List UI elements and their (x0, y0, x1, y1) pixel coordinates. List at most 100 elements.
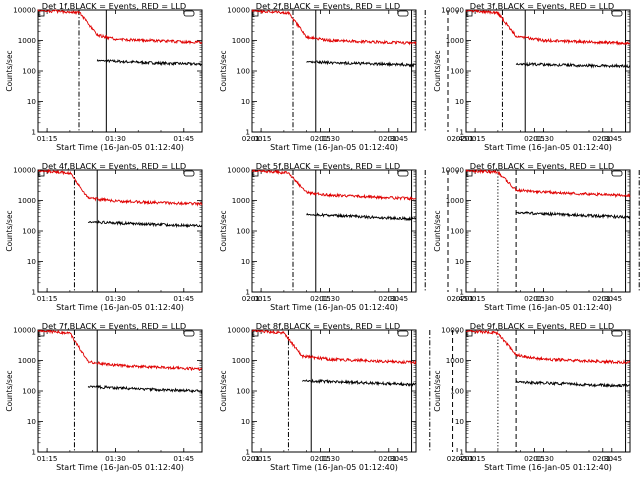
x-tick-label: 02:30 (378, 134, 399, 143)
panel-title: Det 8f,BLACK = Events, RED = LLD (256, 321, 400, 331)
y-tick-label: 10000 (441, 6, 464, 15)
x-tick-label: 02:00 (456, 134, 477, 143)
x-tick-label: 02:45 (447, 294, 468, 303)
panel-title: Det 4f,BLACK = Events, RED = LLD (42, 161, 186, 171)
x-tick-label: 02:15 (310, 294, 331, 303)
x-tick-label: 01:15 (251, 294, 272, 303)
plot-frame (37, 329, 203, 453)
y-tick-label: 100 (236, 387, 250, 396)
panel-title: Det 7f,BLACK = Events, RED = LLD (42, 321, 186, 331)
panel-title: Det 3f,BLACK = Events, RED = LLD (470, 1, 614, 11)
y-tick-label: 10 (27, 417, 37, 426)
y-tick-label: 1 (31, 128, 36, 137)
y-axis-label: Counts/sec (219, 210, 228, 251)
x-tick-label: 01:30 (105, 294, 126, 303)
x-axis-label: Start Time (16-Jan-05 01:12:40) (56, 303, 184, 312)
x-tick-label: 01:15 (37, 294, 58, 303)
series-lld (251, 8, 417, 46)
x-tick-label: 02:00 (456, 294, 477, 303)
y-tick-label: 100 (450, 67, 464, 76)
x-axis-label: Start Time (16-Jan-05 01:12:40) (484, 143, 612, 152)
x-tick-label: 01:15 (465, 134, 486, 143)
x-axis-label: Start Time (16-Jan-05 01:12:40) (56, 143, 184, 152)
series-events (306, 212, 417, 222)
corner-marker-right (611, 170, 623, 177)
panel-7: Det 7f,BLACK = Events, RED = LLD 01:15 01:… (5, 321, 467, 472)
x-tick-label: 01:15 (465, 454, 486, 463)
y-tick-label: 1 (31, 448, 36, 457)
x-tick-label: 02:45 (447, 134, 468, 143)
corner-marker-right (611, 330, 623, 337)
panel-8: Det 8f,BLACK = Events, RED = LLD 01:15 01:… (219, 321, 627, 472)
corner-marker-left (38, 10, 45, 17)
x-tick-label: 01:15 (251, 134, 272, 143)
series-events (515, 61, 631, 69)
x-tick-label: 02:15 (310, 134, 331, 143)
series-events (515, 211, 631, 220)
y-tick-label: 1 (245, 288, 250, 297)
series-lld (37, 8, 203, 45)
y-tick-label: 10000 (13, 6, 36, 15)
y-tick-label: 1000 (18, 356, 37, 365)
corner-marker-right (183, 10, 195, 17)
y-tick-label: 1 (245, 448, 250, 457)
y-tick-label: 1000 (18, 36, 37, 45)
x-tick-label: 02:15 (524, 134, 545, 143)
x-tick-label: 01:30 (105, 134, 126, 143)
panel-4: Det 4f,BLACK = Events, RED = LLD 01:15 01:… (5, 161, 467, 312)
x-tick-label: 01:45 (387, 454, 408, 463)
x-tick-label: 02:15 (524, 294, 545, 303)
y-tick-label: 100 (22, 227, 36, 236)
x-tick-label: 01:15 (37, 454, 58, 463)
y-tick-label: 1000 (232, 356, 251, 365)
y-axis-label: Counts/sec (433, 50, 442, 91)
y-tick-label: 1 (31, 288, 36, 297)
y-axis-label: Counts/sec (433, 370, 442, 411)
y-tick-label: 10 (241, 417, 251, 426)
series-lld (251, 329, 417, 365)
x-tick-label: 01:30 (319, 134, 340, 143)
series-events (87, 219, 203, 229)
y-tick-label: 1 (459, 128, 464, 137)
x-tick-label: 02:00 (242, 134, 263, 143)
corner-marker-left (466, 10, 473, 17)
x-tick-label: 01:30 (105, 454, 126, 463)
x-tick-label: 01:45 (601, 294, 622, 303)
y-tick-label: 1 (459, 288, 464, 297)
panel-title: Det 1f,BLACK = Events, RED = LLD (42, 1, 186, 11)
plot-frame (37, 169, 203, 293)
y-tick-label: 1000 (232, 196, 251, 205)
y-tick-label: 10000 (227, 326, 250, 335)
y-tick-label: 1000 (18, 196, 37, 205)
y-tick-label: 1000 (232, 36, 251, 45)
y-tick-label: 10 (455, 417, 465, 426)
y-tick-label: 100 (236, 227, 250, 236)
x-tick-label: 01:15 (37, 134, 58, 143)
x-axis-label: Start Time (16-Jan-05 01:12:40) (56, 463, 184, 472)
y-tick-label: 10000 (227, 6, 250, 15)
y-tick-label: 10000 (13, 166, 36, 175)
x-tick-label: 02:00 (242, 294, 263, 303)
corner-marker-right (611, 10, 623, 17)
x-tick-label: 01:45 (387, 294, 408, 303)
x-tick-label: 01:30 (533, 134, 554, 143)
plot-frame (465, 329, 631, 453)
plot-frame (37, 9, 203, 133)
x-tick-label: 01:45 (173, 294, 194, 303)
y-axis-label: Counts/sec (219, 370, 228, 411)
series-lld (465, 168, 631, 199)
series-events (301, 378, 416, 387)
series-events (87, 384, 203, 394)
panel-2: Det 2f,BLACK = Events, RED = LLD 01:15 01:… (219, 1, 627, 152)
panel-title: Det 5f,BLACK = Events, RED = LLD (256, 161, 400, 171)
panel-title: Det 2f,BLACK = Events, RED = LLD (256, 1, 400, 11)
x-tick-label: 01:15 (251, 454, 272, 463)
y-tick-label: 100 (22, 67, 36, 76)
x-axis-label: Start Time (16-Jan-05 01:12:40) (270, 143, 398, 152)
x-tick-label: 02:15 (310, 454, 331, 463)
panel-title: Det 9f,BLACK = Events, RED = LLD (470, 321, 614, 331)
y-tick-label: 1000 (446, 356, 465, 365)
y-axis-label: Counts/sec (5, 210, 14, 251)
x-tick-label: 02:15 (524, 454, 545, 463)
